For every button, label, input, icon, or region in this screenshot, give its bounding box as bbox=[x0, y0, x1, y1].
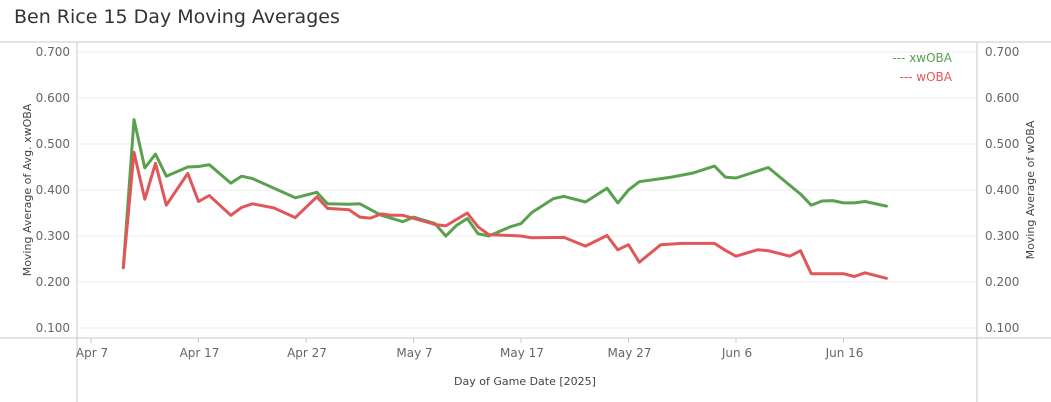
y-tick-label-left: 0.400 bbox=[36, 183, 70, 197]
y-tick-label-right: 0.200 bbox=[985, 275, 1019, 289]
x-axis-label: Day of Game Date [2025] bbox=[454, 375, 596, 388]
x-axis: Apr 7 Apr 17 Apr 27 May 7 May 17 May 27 Jun 6 J… bbox=[76, 338, 864, 360]
x-tick-label: May 7 bbox=[396, 346, 432, 360]
legend-item-woba: --- wOBA bbox=[899, 70, 952, 84]
chart-title: Ben Rice 15 Day Moving Averages bbox=[14, 6, 340, 28]
x-tick-label: Apr 27 bbox=[287, 346, 327, 360]
legend: --- xwOBA --- wOBA bbox=[892, 51, 952, 84]
series-line-xwoba bbox=[121, 118, 888, 270]
y-tick-label-left: 0.600 bbox=[36, 91, 70, 105]
legend-item-xwoba: --- xwOBA bbox=[892, 51, 952, 65]
series-line-woba bbox=[121, 150, 888, 280]
plot-frame bbox=[0, 41, 1051, 402]
x-tick-label: Jun 6 bbox=[721, 346, 752, 360]
y-tick-label-left: 0.100 bbox=[36, 321, 70, 335]
y-tick-label-right: 0.700 bbox=[985, 45, 1019, 59]
x-tick-label: Apr 7 bbox=[76, 346, 108, 360]
x-tick-label: May 27 bbox=[608, 346, 652, 360]
y-tick-label-right: 0.400 bbox=[985, 183, 1019, 197]
y-axis-left: 0.100 0.200 0.300 0.400 0.500 0.600 0.700 bbox=[36, 45, 70, 335]
y-axis-right-label: Moving Average of wOBA bbox=[1024, 120, 1037, 259]
series-group bbox=[121, 118, 888, 280]
x-tick-label: Apr 17 bbox=[180, 346, 220, 360]
y-tick-label-left: 0.500 bbox=[36, 137, 70, 151]
y-axis-right: 0.100 0.200 0.300 0.400 0.500 0.600 0.700 bbox=[985, 45, 1019, 335]
y-tick-label-left: 0.300 bbox=[36, 229, 70, 243]
y-tick-label-right: 0.100 bbox=[985, 321, 1019, 335]
gridlines bbox=[77, 51, 977, 329]
y-tick-label-right: 0.300 bbox=[985, 229, 1019, 243]
x-tick-label: May 17 bbox=[500, 346, 544, 360]
y-axis-left-label: Moving Average of Avg. xwOBA bbox=[21, 103, 34, 276]
x-tick-label: Jun 16 bbox=[825, 346, 864, 360]
y-tick-label-left: 0.700 bbox=[36, 45, 70, 59]
y-tick-label-left: 0.200 bbox=[36, 275, 70, 289]
y-tick-label-right: 0.600 bbox=[985, 91, 1019, 105]
y-tick-label-right: 0.500 bbox=[985, 137, 1019, 151]
